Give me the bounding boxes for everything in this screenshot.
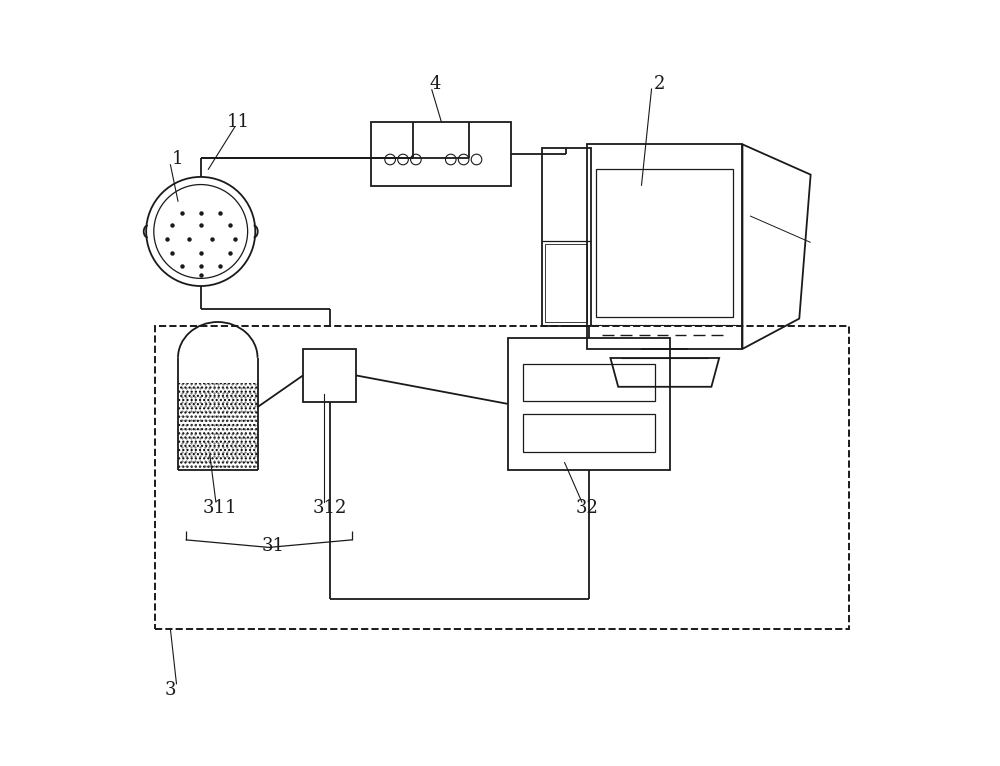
Text: 2: 2 — [653, 75, 665, 93]
Bar — [303, 349, 356, 402]
Bar — [542, 148, 591, 326]
Text: 311: 311 — [202, 499, 237, 517]
Bar — [596, 169, 733, 317]
Bar — [155, 326, 849, 629]
Text: 11: 11 — [227, 113, 250, 131]
Text: 3: 3 — [165, 681, 176, 699]
Bar — [523, 414, 655, 452]
Text: 31: 31 — [261, 537, 284, 555]
Bar — [523, 364, 655, 401]
Bar — [545, 244, 587, 322]
Text: 1: 1 — [172, 150, 184, 169]
Text: 32: 32 — [576, 499, 599, 517]
Text: 312: 312 — [312, 499, 347, 517]
Bar — [371, 122, 511, 186]
Bar — [587, 144, 742, 349]
Bar — [178, 383, 258, 470]
Text: 4: 4 — [430, 75, 441, 93]
Bar — [508, 338, 670, 470]
